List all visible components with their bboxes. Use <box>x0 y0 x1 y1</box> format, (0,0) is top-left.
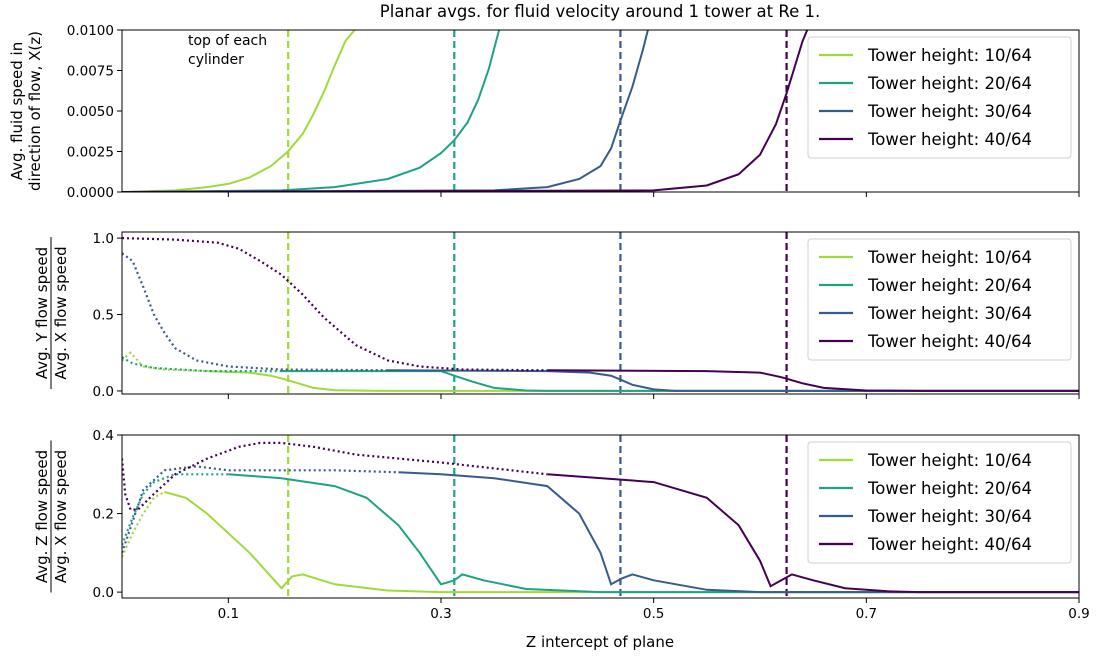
legend-label: Tower height: 10/64 <box>867 248 1032 267</box>
legend-label: Tower height: 40/64 <box>867 332 1032 351</box>
y-tick-label: 0.0100 <box>67 23 114 39</box>
series-line-1 <box>122 30 356 192</box>
y-axis-label-numerator: Avg. Z flow speed <box>33 450 51 583</box>
legend-label: Tower height: 40/64 <box>867 130 1032 149</box>
panel-y-ratio: 0.0 0.5 1.0 Avg. Y flow speed Avg. X flow sp… <box>33 231 1080 400</box>
series-solid-4 <box>547 369 1079 392</box>
y-axis-label-line-2: direction of flow, X(z) <box>26 31 44 191</box>
y-tick-label: 0.5 <box>93 308 114 324</box>
series-solid-1 <box>207 370 1079 392</box>
x-tick-label: 0.9 <box>1068 606 1089 622</box>
series-solid-3 <box>387 369 1079 392</box>
legend-label: Tower height: 30/64 <box>867 304 1032 323</box>
legend-label: Tower height: 20/64 <box>867 479 1032 498</box>
y-tick-label: 0.0 <box>93 585 114 601</box>
x-tick-label: 0.7 <box>856 606 877 622</box>
series-solid-3 <box>398 471 1079 594</box>
series-dotted-1 <box>122 351 208 373</box>
series-dotted-2 <box>122 473 229 546</box>
x-tick-label: 0.3 <box>430 606 451 622</box>
series-dotted-1 <box>122 491 166 558</box>
y-axis-label-denominator: Avg. X flow speed <box>52 246 70 379</box>
y-tick-label: 0.0075 <box>67 64 114 80</box>
x-axis-label: Z intercept of plane <box>526 633 674 651</box>
series-solid-4 <box>547 473 1079 594</box>
y-tick-label: 0.4 <box>93 428 114 444</box>
series-solid-1 <box>164 491 1079 594</box>
annotation-line-2: cylinder <box>188 52 244 68</box>
series-dotted-4 <box>122 441 548 511</box>
legend-box <box>807 238 1072 361</box>
y-tick-label: 0.0 <box>93 384 114 400</box>
y-tick-label: 1.0 <box>93 231 114 247</box>
annotation-line-1: top of each <box>188 33 267 49</box>
legend: Tower height: 10/64 Tower height: 20/64 To… <box>807 238 1072 361</box>
panel-x-speed: 0.0000 0.0025 0.0050 0.0075 0.0100 Avg. fluid… <box>8 23 1080 201</box>
annotation-top-of-cylinder: top of each cylinder <box>188 33 267 68</box>
chart-title: Planar avgs. for fluid velocity around 1… <box>380 2 820 21</box>
x-tick-label: 0.1 <box>218 606 239 622</box>
legend-label: Tower height: 30/64 <box>867 102 1032 121</box>
legend-label: Tower height: 30/64 <box>867 507 1032 526</box>
legend-label: Tower height: 10/64 <box>867 46 1032 65</box>
series-solid-2 <box>228 473 1079 594</box>
legend-label: Tower height: 40/64 <box>867 535 1032 554</box>
y-tick-label: 0.2 <box>93 507 114 523</box>
axes-frame <box>121 434 1080 599</box>
panel-z-ratio: 0.1 0.3 0.5 0.7 0.9 0.0 0.2 0.4 Avg. Z flow spee… <box>33 428 1090 622</box>
legend: Tower height: 10/64 Tower height: 20/64 To… <box>807 441 1072 564</box>
y-axis-label-line-1: Avg. fluid speed in <box>8 42 26 181</box>
series-line-4 <box>122 30 809 192</box>
legend-label: Tower height: 20/64 <box>867 74 1032 93</box>
y-tick-label: 0.0025 <box>67 145 114 161</box>
series-dotted-4 <box>122 237 548 372</box>
series-line-2 <box>122 30 501 192</box>
legend-label: Tower height: 10/64 <box>867 451 1032 470</box>
legend-box <box>807 441 1072 564</box>
y-tick-label: 0.0050 <box>67 104 114 120</box>
series-line-3 <box>122 30 649 192</box>
legend-label: Tower height: 20/64 <box>867 276 1032 295</box>
y-axis-label-denominator: Avg. X flow speed <box>52 450 70 583</box>
series-dotted-3 <box>122 465 399 554</box>
series-solid-2 <box>281 370 1079 392</box>
y-tick-label: 0.0000 <box>67 185 114 201</box>
series-dotted-3 <box>122 252 388 372</box>
axes-frame <box>121 231 1080 395</box>
y-axis-label-numerator: Avg. Y flow speed <box>33 247 51 379</box>
legend-box <box>807 36 1072 159</box>
legend: Tower height: 10/64 Tower height: 20/64 To… <box>807 36 1072 159</box>
x-tick-label: 0.5 <box>643 606 664 622</box>
